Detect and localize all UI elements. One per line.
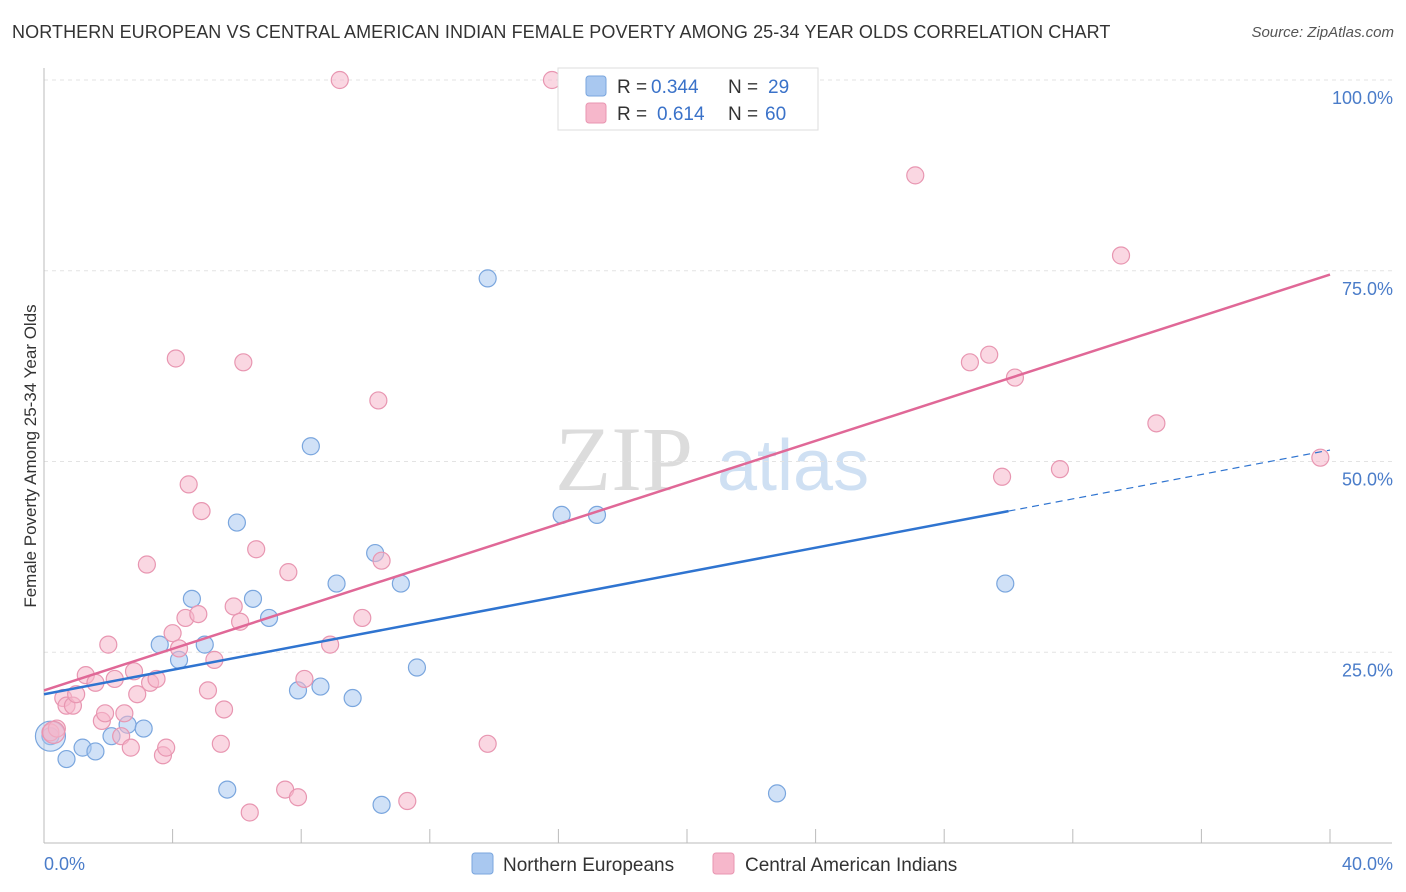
- legend-n-label-1: N =: [728, 104, 758, 125]
- y-tick-label-75: 75.0%: [1342, 279, 1393, 299]
- point-central-american-indians-44: [353, 608, 372, 628]
- watermark: ZIP atlas: [555, 408, 869, 510]
- y-tick-labels: 25.0% 50.0% 75.0% 100.0%: [1332, 88, 1393, 680]
- stats-legend: R = 0.344 N = 29 R = 0.614 N = 60: [557, 67, 819, 131]
- point-northern-europeans-22: [407, 658, 427, 677]
- point-central-american-indians-41: [295, 669, 314, 689]
- point-northern-europeans-13: [243, 589, 263, 608]
- point-central-american-indians-22: [163, 624, 182, 643]
- bottom-legend-label-central-american-indians: Central American Indians: [745, 855, 957, 876]
- point-northern-europeans-9: [182, 589, 201, 608]
- point-central-american-indians-32: [214, 700, 234, 719]
- point-central-american-indians-57: [1147, 414, 1166, 433]
- point-central-american-indians-33: [224, 597, 243, 616]
- point-central-american-indians-35: [234, 353, 253, 372]
- point-northern-europeans-24: [301, 437, 320, 456]
- point-northern-europeans-6: [134, 719, 153, 738]
- point-central-american-indians-9: [95, 704, 115, 723]
- x-tick-label-min: 0.0%: [44, 854, 85, 874]
- point-central-american-indians-48: [478, 734, 497, 753]
- bottom-legend-swatch-central-american-indians: [712, 852, 735, 875]
- series-northern-europeans-points: [34, 269, 1015, 814]
- point-central-american-indians-52: [980, 345, 999, 364]
- watermark-atlas: atlas: [717, 426, 869, 506]
- series-central-american-indians-points: [41, 70, 1330, 822]
- point-central-american-indians-26: [179, 475, 198, 494]
- point-central-american-indians-40: [288, 788, 308, 807]
- y-tick-label-25: 25.0%: [1342, 660, 1393, 680]
- point-central-american-indians-45: [369, 391, 388, 410]
- point-central-american-indians-37: [247, 540, 266, 559]
- point-central-american-indians-56: [1111, 246, 1131, 265]
- legend-r-label-1: R =: [617, 104, 647, 125]
- trend-lines: [43, 273, 1331, 696]
- point-northern-europeans-23: [478, 269, 497, 288]
- legend-swatch-central-american-indians: [585, 102, 607, 124]
- point-central-american-indians-23: [166, 349, 185, 368]
- chart-title: NORTHERN EUROPEAN VS CENTRAL AMERICAN IN…: [12, 22, 1111, 42]
- point-central-american-indians-39: [279, 563, 298, 582]
- legend-r-label-0: R =: [617, 77, 647, 98]
- bottom-legend-swatch-northern-europeans: [471, 852, 494, 875]
- legend-r-value-0: 0.344: [651, 77, 699, 98]
- point-northern-europeans-27: [767, 784, 787, 803]
- point-northern-europeans-12: [227, 513, 246, 532]
- x-ticks: [172, 829, 1331, 843]
- y-axis-label: Female Poverty Among 25-34 Year Olds: [21, 304, 40, 607]
- point-northern-europeans-1: [57, 749, 76, 769]
- x-tick-label-max: 40.0%: [1342, 854, 1393, 874]
- point-central-american-indians-29: [198, 681, 218, 700]
- point-central-american-indians-55: [1050, 460, 1070, 479]
- trend-northern-europeans-extension: [1008, 449, 1331, 512]
- point-central-american-indians-31: [211, 734, 230, 753]
- point-northern-europeans-20: [372, 795, 391, 814]
- point-central-american-indians-10: [99, 635, 118, 654]
- trend-central-american-indians: [43, 273, 1331, 692]
- bottom-legend-label-northern-europeans: Northern Europeans: [503, 855, 674, 876]
- point-central-american-indians-17: [137, 555, 156, 574]
- point-northern-europeans-16: [311, 677, 330, 696]
- point-central-american-indians-28: [192, 501, 211, 521]
- point-central-american-indians-53: [992, 467, 1012, 486]
- point-central-american-indians-36: [240, 803, 259, 822]
- point-central-american-indians-50: [906, 166, 925, 185]
- point-central-american-indians-58: [1311, 448, 1330, 467]
- point-central-american-indians-21: [157, 738, 176, 757]
- point-central-american-indians-47: [398, 791, 417, 811]
- point-cluster-central-american-indians: [42, 720, 66, 744]
- legend-swatch-northern-europeans: [585, 75, 607, 97]
- point-central-american-indians-14: [121, 738, 140, 757]
- legend-r-value-1: 0.614: [657, 104, 705, 125]
- y-tick-label-100: 100.0%: [1332, 88, 1393, 108]
- point-central-american-indians-27: [189, 604, 208, 624]
- point-central-american-indians-16: [128, 685, 147, 704]
- legend-n-label-0: N =: [728, 77, 758, 98]
- point-central-american-indians-46: [372, 551, 391, 570]
- point-northern-europeans-3: [86, 742, 105, 761]
- point-central-american-indians-51: [960, 353, 980, 372]
- point-central-american-indians-43: [330, 70, 349, 90]
- source-label: Source: ZipAtlas.com: [1251, 24, 1394, 41]
- legend-n-value-1: 60: [765, 104, 786, 125]
- y-tick-label-50: 50.0%: [1342, 470, 1393, 490]
- legend-n-value-0: 29: [768, 77, 789, 98]
- watermark-zip: ZIP: [555, 408, 693, 510]
- series-legend: Northern Europeans Central American Indi…: [471, 852, 957, 876]
- point-northern-europeans-17: [327, 574, 346, 593]
- point-northern-europeans-18: [343, 688, 362, 708]
- trend-northern-europeans: [43, 509, 1009, 696]
- point-northern-europeans-11: [218, 780, 237, 799]
- point-central-american-indians-13: [115, 704, 134, 723]
- point-northern-europeans-28: [996, 574, 1015, 593]
